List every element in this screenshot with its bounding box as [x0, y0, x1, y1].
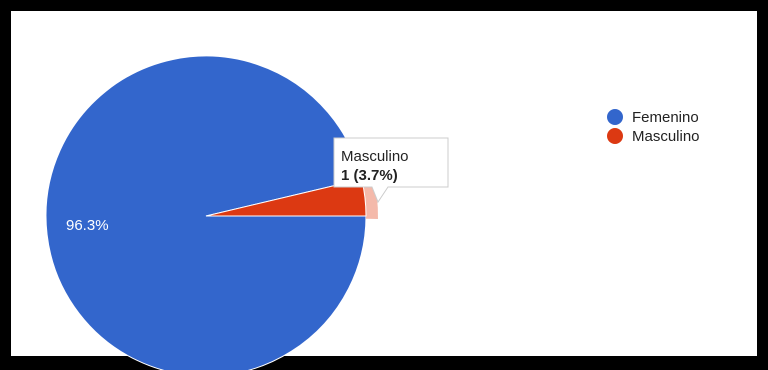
legend-item-masculino[interactable]: Masculino — [607, 128, 700, 145]
tooltip: Masculino 1 (3.7%) — [333, 137, 449, 204]
slice-label-femenino: 96.3% — [66, 217, 109, 234]
legend-swatch-masculino — [607, 128, 623, 144]
legend-label-femenino: Femenino — [632, 109, 699, 126]
tooltip-value: 1 (3.7%) — [341, 167, 398, 184]
pie-slice-femenino[interactable] — [45, 55, 367, 370]
legend-swatch-femenino — [607, 109, 623, 125]
legend-item-femenino[interactable]: Femenino — [607, 109, 699, 126]
tooltip-box — [333, 137, 449, 204]
tooltip-category: Masculino — [341, 148, 409, 165]
legend-label-masculino: Masculino — [632, 128, 700, 145]
legend: Femenino Masculino — [607, 109, 700, 145]
pie-slices — [45, 55, 378, 370]
